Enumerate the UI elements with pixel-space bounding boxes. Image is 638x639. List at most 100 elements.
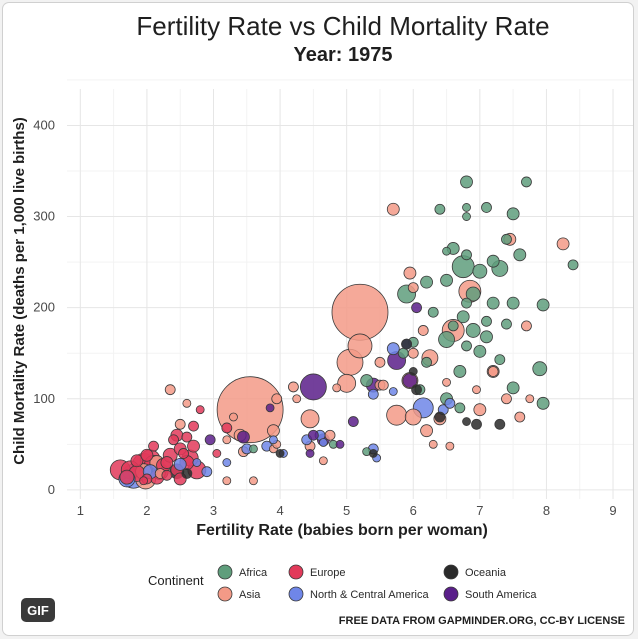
point-oceania — [275, 449, 285, 458]
point-africa — [453, 365, 467, 378]
point-oceania — [401, 338, 413, 350]
point-north-central-america — [386, 342, 400, 356]
legend-label-asia: Asia — [239, 589, 261, 601]
x-tick-label: 3 — [210, 503, 217, 518]
legend-swatch-north-central-america — [288, 586, 304, 602]
point-asia — [332, 383, 342, 393]
point-asia — [337, 373, 357, 393]
x-tick-label: 6 — [410, 503, 417, 518]
legend-label-north-central-america: North & Central America — [310, 589, 429, 601]
point-europe — [139, 476, 148, 486]
x-tick-label: 7 — [476, 503, 483, 518]
legend-label-africa: Africa — [239, 567, 268, 579]
point-africa — [465, 323, 481, 338]
point-north-central-america — [201, 466, 213, 478]
point-africa — [360, 374, 374, 387]
legend-swatch-oceania — [443, 564, 459, 580]
point-africa — [501, 233, 512, 245]
point-asia — [442, 377, 451, 387]
point-asia — [487, 366, 499, 377]
y-axis-label: Child Mortality Rate (deaths per 1,000 l… — [11, 117, 28, 465]
point-north-central-america — [367, 388, 379, 400]
point-africa — [494, 354, 506, 366]
legend-swatch-africa — [217, 564, 233, 580]
point-europe — [140, 448, 154, 462]
point-oceania — [368, 449, 378, 458]
chart-frame: 1 2 3 4 5 6 7 8 9 0 100 200 300 400 Fertility Rate vs… — [3, 3, 633, 635]
x-tick-label: 2 — [143, 503, 150, 518]
point-africa — [481, 315, 492, 327]
y-tick-label: 200 — [33, 300, 55, 315]
x-tick-label: 9 — [609, 503, 616, 518]
point-europe — [187, 439, 200, 453]
point-asia — [445, 441, 455, 451]
point-north-central-america — [173, 457, 187, 471]
point-south-america — [411, 302, 422, 314]
x-tick-label: 5 — [343, 503, 350, 518]
point-europe — [160, 456, 174, 469]
point-south-america — [299, 373, 327, 401]
point-south-america — [307, 429, 319, 441]
point-asia — [271, 393, 283, 405]
point-asia — [472, 385, 481, 395]
point-asia — [420, 424, 433, 438]
y-tick-label: 300 — [33, 209, 55, 224]
point-africa — [421, 356, 432, 368]
y-tick-label: 400 — [33, 117, 55, 132]
y-tick-label: 0 — [48, 482, 55, 497]
point-africa — [473, 344, 487, 358]
point-africa — [513, 248, 527, 262]
legend: Continent Africa Asia Europe North & Centra… — [148, 564, 537, 602]
point-africa — [420, 275, 433, 289]
point-europe — [212, 449, 222, 458]
point-africa — [481, 202, 492, 213]
point-north-central-america — [444, 397, 456, 409]
point-asia — [407, 282, 419, 294]
point-africa — [480, 330, 493, 344]
point-europe — [188, 420, 199, 432]
point-africa — [472, 263, 488, 279]
point-africa — [462, 212, 471, 221]
point-asia — [216, 376, 284, 444]
point-europe — [168, 434, 179, 446]
x-axis-label: Fertility Rate (babies born per woman) — [196, 522, 488, 539]
point-africa — [506, 296, 520, 310]
gif-badge-button[interactable]: GIF — [21, 598, 55, 622]
x-tick-label: 8 — [543, 503, 550, 518]
point-asia — [267, 424, 280, 438]
point-asia — [386, 404, 408, 426]
point-asia — [174, 418, 186, 430]
point-south-america — [305, 449, 315, 458]
point-oceania — [494, 418, 506, 430]
point-africa — [521, 176, 532, 188]
point-africa — [506, 207, 520, 221]
chart-subtitle: Year: 1975 — [294, 44, 393, 66]
legend-swatch-europe — [288, 564, 304, 580]
point-asia — [347, 333, 373, 359]
point-africa — [454, 402, 466, 414]
point-north-central-america — [318, 438, 328, 447]
chart-title: Fertility Rate vs Child Mortality Rate — [136, 11, 549, 41]
point-africa — [536, 298, 550, 312]
point-africa — [434, 203, 446, 215]
point-asia — [229, 412, 238, 422]
point-africa — [249, 444, 258, 454]
point-asia — [331, 283, 389, 341]
point-asia — [407, 347, 419, 359]
point-asia — [374, 356, 386, 368]
point-asia — [403, 266, 417, 280]
point-europe — [181, 431, 193, 443]
y-tick-label: 100 — [33, 391, 55, 406]
point-north-central-america — [192, 458, 202, 467]
point-africa — [456, 310, 470, 324]
point-europe — [178, 448, 189, 459]
point-asia — [501, 393, 512, 405]
point-south-america — [265, 403, 275, 413]
point-africa — [462, 203, 471, 212]
point-europe — [130, 454, 144, 468]
point-south-america — [237, 430, 250, 444]
point-asia — [428, 439, 438, 449]
point-south-america — [335, 439, 345, 449]
point-oceania — [471, 418, 482, 430]
point-africa — [447, 320, 459, 332]
